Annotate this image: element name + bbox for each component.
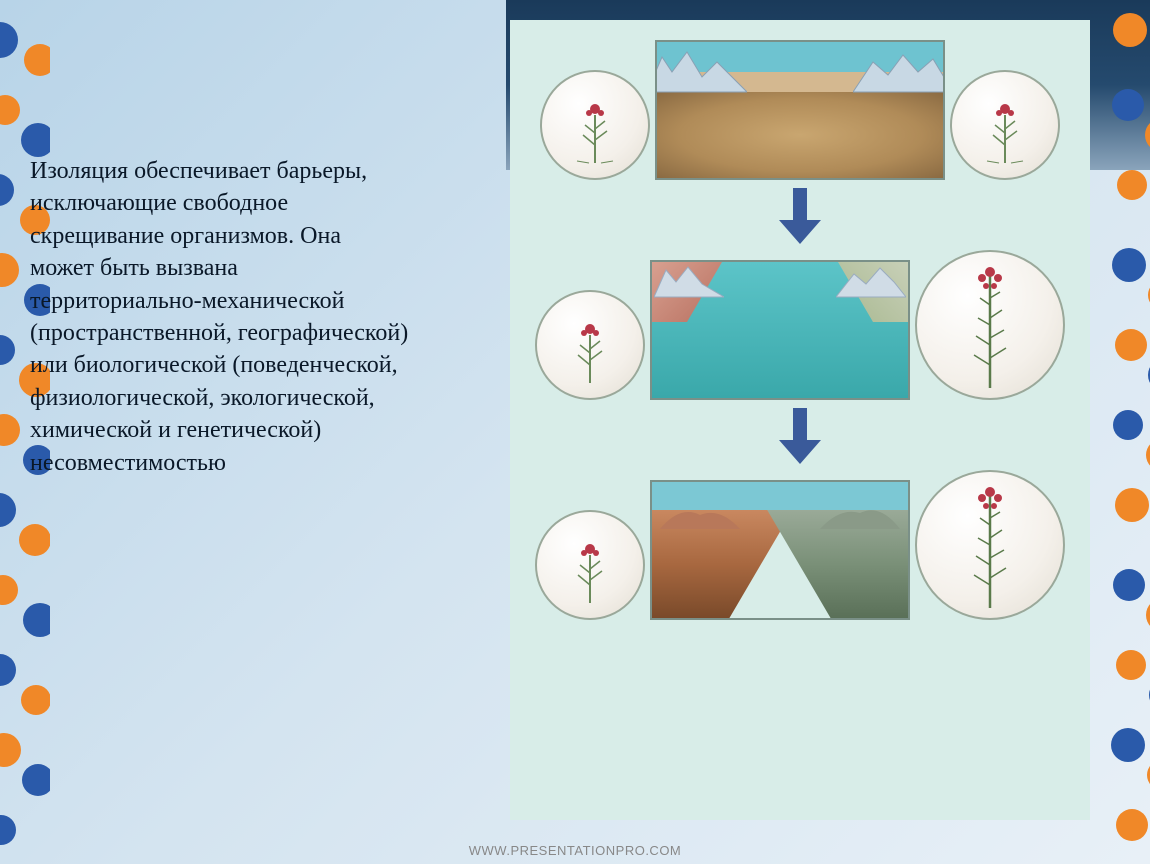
plant-circle-right-3 (915, 470, 1065, 620)
plant-circle-right-2 (915, 250, 1065, 400)
plant-circle-right-1 (950, 70, 1060, 180)
slide: Изоляция обеспечивает барьеры, исключающ… (0, 0, 1150, 864)
diagram-stage-3 (535, 470, 1065, 620)
arrow-down-2 (535, 408, 1065, 466)
arrow-down-1 (535, 188, 1065, 246)
plant-circle-left-3 (535, 510, 645, 620)
body-text: Изоляция обеспечивает барьеры, исключающ… (30, 155, 410, 479)
landscape-scene-1 (655, 40, 945, 180)
plant-circle-left-2 (535, 290, 645, 400)
plant-circle-left-1 (540, 70, 650, 180)
diagram-stage-2 (535, 250, 1065, 400)
speciation-diagram (510, 20, 1090, 820)
landscape-scene-2 (650, 260, 910, 400)
landscape-scene-3 (650, 480, 910, 620)
diagram-stage-1 (535, 40, 1065, 180)
footer-url: WWW.PRESENTATIONPRO.COM (469, 843, 682, 858)
dna-decoration-right (1100, 0, 1150, 864)
